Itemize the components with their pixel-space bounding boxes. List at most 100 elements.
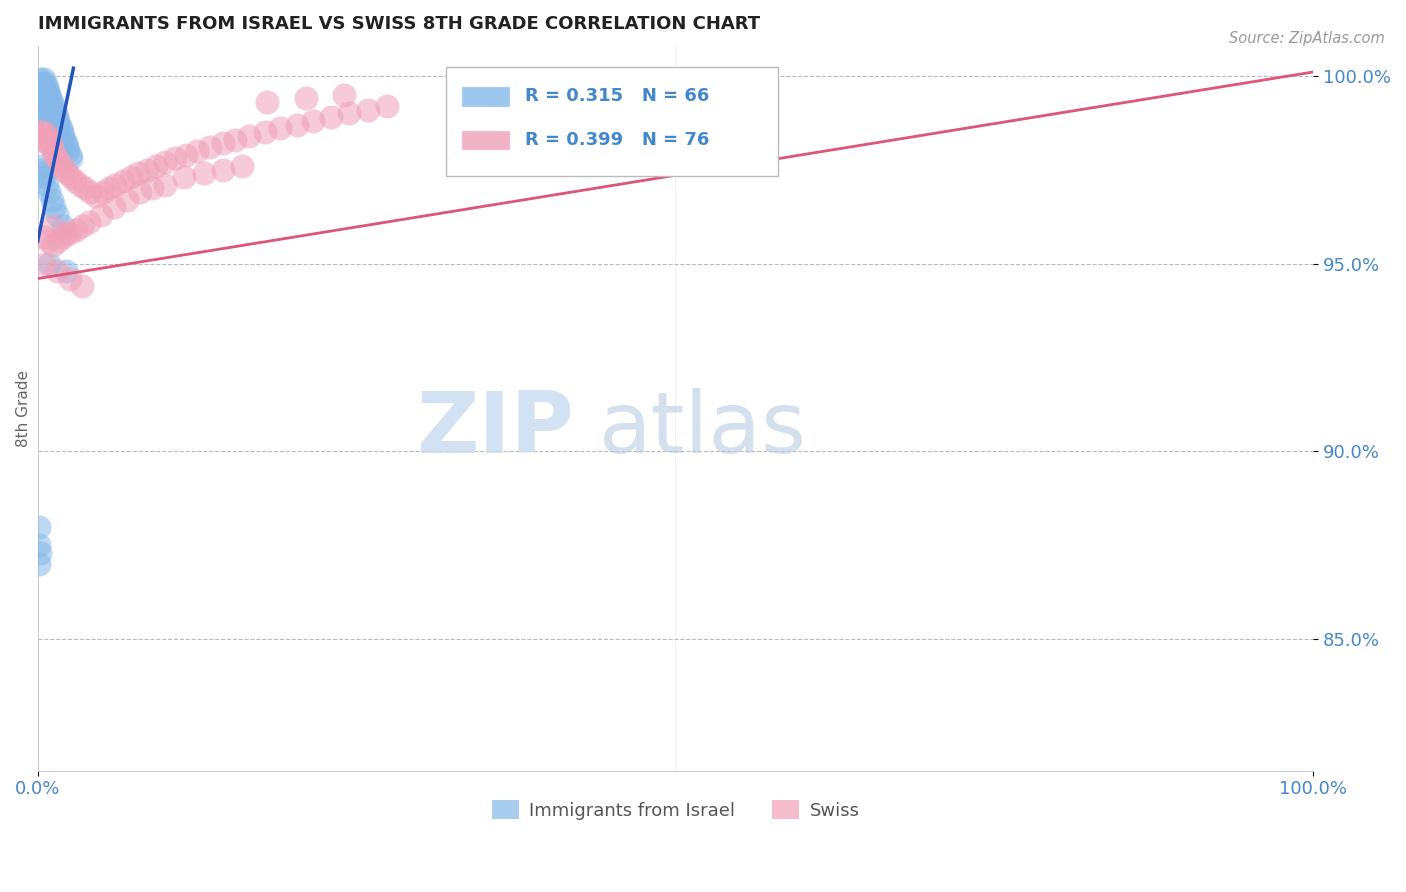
- Point: [51, 125, 73, 139]
- Point: [31, 162, 53, 177]
- Point: [30, 87, 52, 102]
- Point: [52, 230, 75, 244]
- Point: [31, 87, 53, 102]
- Point: [41, 95, 63, 109]
- Point: [269, 121, 291, 136]
- Point: [55, 227, 77, 241]
- Text: R = 0.315   N = 66: R = 0.315 N = 66: [524, 87, 710, 105]
- Point: [193, 166, 215, 180]
- Point: [42, 237, 65, 252]
- Point: [28, 84, 51, 98]
- Point: [38, 95, 60, 109]
- Point: [28, 76, 51, 90]
- Point: [52, 219, 75, 233]
- Point: [45, 110, 67, 124]
- Point: [31, 132, 53, 146]
- Point: [45, 264, 67, 278]
- Point: [34, 132, 56, 146]
- Point: [375, 99, 398, 113]
- Point: [145, 159, 167, 173]
- Point: [34, 91, 56, 105]
- Point: [231, 159, 253, 173]
- Point: [155, 178, 177, 192]
- Point: [38, 185, 60, 199]
- Point: [30, 103, 52, 117]
- Legend: Immigrants from Israel, Swiss: Immigrants from Israel, Swiss: [484, 793, 866, 827]
- Point: [120, 170, 142, 185]
- Point: [58, 227, 80, 241]
- Point: [51, 159, 73, 173]
- Point: [38, 132, 60, 146]
- Point: [211, 136, 233, 151]
- Point: [58, 147, 80, 161]
- Point: [48, 155, 70, 169]
- Point: [319, 110, 342, 124]
- Point: [39, 91, 62, 105]
- Point: [155, 155, 177, 169]
- Point: [56, 166, 79, 180]
- Point: [224, 132, 246, 146]
- Point: [31, 103, 53, 117]
- Point: [42, 99, 65, 113]
- Point: [45, 152, 67, 166]
- Point: [186, 144, 208, 158]
- Point: [28, 106, 51, 120]
- Point: [31, 128, 53, 143]
- Point: [53, 162, 76, 177]
- Point: [253, 125, 276, 139]
- Point: [39, 136, 62, 151]
- Point: [52, 128, 75, 143]
- Point: [31, 99, 53, 113]
- Point: [31, 91, 53, 105]
- Point: [238, 128, 260, 143]
- Point: [31, 95, 53, 109]
- Point: [31, 166, 53, 180]
- Point: [30, 72, 52, 87]
- Point: [44, 147, 66, 161]
- Point: [45, 106, 67, 120]
- Point: [165, 152, 187, 166]
- Point: [173, 170, 195, 185]
- FancyBboxPatch shape: [446, 68, 778, 177]
- Text: ZIP: ZIP: [416, 388, 574, 472]
- Point: [30, 546, 52, 560]
- Point: [302, 113, 325, 128]
- Point: [31, 84, 53, 98]
- Point: [28, 99, 51, 113]
- Text: R = 0.399   N = 76: R = 0.399 N = 76: [524, 131, 710, 149]
- Point: [73, 181, 96, 195]
- Point: [337, 106, 360, 120]
- Point: [59, 170, 82, 185]
- Point: [42, 144, 65, 158]
- Point: [32, 125, 55, 139]
- Point: [79, 185, 101, 199]
- Point: [32, 170, 55, 185]
- Point: [28, 538, 51, 552]
- Point: [104, 178, 127, 192]
- Point: [32, 87, 55, 102]
- Point: [35, 178, 58, 192]
- Point: [357, 103, 380, 117]
- Point: [44, 103, 66, 117]
- Point: [35, 80, 58, 95]
- Point: [37, 91, 59, 105]
- Bar: [461, 129, 509, 150]
- Point: [34, 230, 56, 244]
- Point: [141, 181, 163, 195]
- Point: [41, 219, 63, 233]
- Point: [72, 219, 94, 233]
- Text: atlas: atlas: [599, 388, 807, 472]
- Point: [58, 271, 80, 285]
- Point: [38, 87, 60, 102]
- Point: [31, 80, 53, 95]
- Point: [103, 200, 125, 214]
- Point: [58, 144, 80, 158]
- Point: [174, 147, 197, 161]
- Point: [333, 87, 356, 102]
- Point: [30, 159, 52, 173]
- Point: [35, 95, 58, 109]
- Point: [198, 140, 221, 154]
- Point: [30, 125, 52, 139]
- Point: [46, 234, 69, 248]
- Point: [35, 136, 58, 151]
